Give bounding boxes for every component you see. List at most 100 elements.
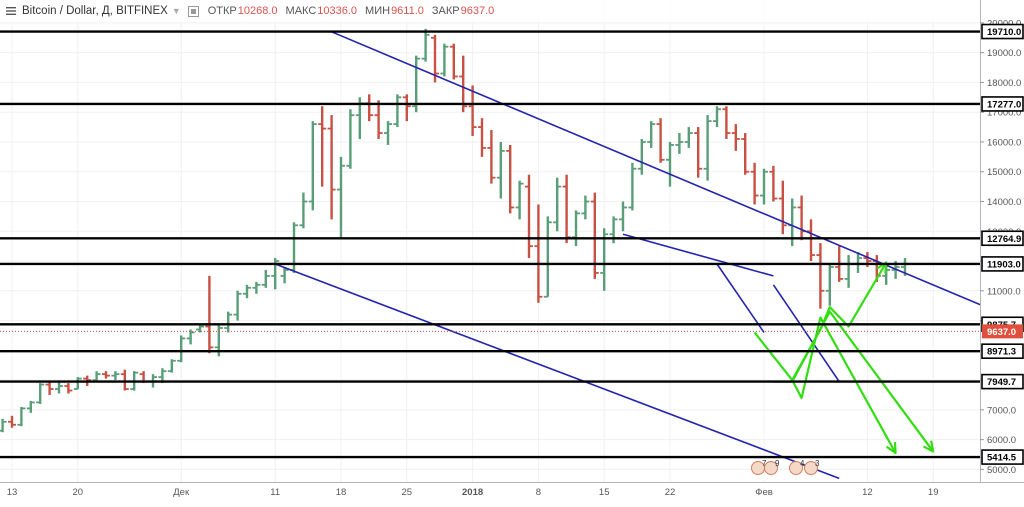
x-tick-label: 13 [7, 487, 18, 498]
ohlc-bar [280, 266, 289, 284]
ohlc-bar [525, 174, 533, 259]
ohlc-bar [741, 133, 750, 175]
ohlc-bar [666, 141, 674, 187]
level-label-box [981, 256, 1024, 272]
x-tick-label: Дек [173, 487, 190, 498]
event-marker[interactable]: 4 [789, 459, 806, 475]
close-value: 9637.0 [460, 5, 495, 17]
x-tick-label: 19 [928, 487, 939, 498]
level-label: 11903.0 [987, 259, 1021, 270]
ohlc-bar [750, 162, 759, 205]
ohlc-bar [543, 216, 552, 298]
high-label: МАКС [285, 5, 317, 17]
y-tick-label: 18000.0 [987, 78, 1021, 89]
ohlc-bar [64, 383, 73, 394]
ohlc-bar [73, 377, 82, 390]
event-marker[interactable]: 3 [804, 459, 821, 475]
ohlc-bar [111, 371, 120, 381]
ohlc-bar [402, 94, 411, 122]
chart-header: Bitcoin / Dollar, Д, BITFINEX ▼ ОТКР 102… [0, 0, 980, 22]
x-tick-label: 25 [402, 487, 413, 498]
ohlc-bar [684, 127, 693, 148]
ohlc-bar [186, 329, 195, 345]
price-axis[interactable] [980, 0, 1024, 502]
low-label: МИН [365, 5, 391, 17]
channel-lines [274, 31, 990, 480]
ohlc-bar [346, 109, 355, 169]
symbol-title[interactable]: Bitcoin / Dollar, Д, BITFINEX [22, 5, 168, 17]
ohlc-bar [703, 115, 712, 181]
last-price-label-box [982, 324, 1023, 339]
level-label-box [981, 373, 1024, 390]
projection-arrowhead [876, 261, 888, 274]
ohlc-bar [8, 415, 16, 428]
event-count: 4 [800, 459, 805, 468]
ohlc-bar [205, 275, 214, 354]
ohlc-bar [318, 106, 327, 187]
ohlc-bar [243, 284, 251, 299]
ohlc-bar [647, 121, 656, 148]
grid [0, 0, 980, 482]
ohlc-bar [496, 141, 505, 199]
event-marker[interactable]: 9 [764, 459, 781, 475]
ohlc-bar [167, 359, 176, 373]
channel-line [622, 233, 774, 277]
level-label-box [981, 96, 1024, 112]
settings-icon[interactable] [187, 5, 200, 18]
y-tick-label: 14000.0 [987, 197, 1021, 208]
menu-icon[interactable] [4, 4, 18, 18]
level-label: 7949.7 [987, 377, 1016, 388]
x-tick-label: Фев [755, 487, 773, 498]
ohlc-bar [694, 127, 703, 178]
ohlc-bar [487, 130, 496, 184]
ohlc-bar [581, 195, 590, 220]
ohlc-bar [731, 124, 740, 151]
ohlc-bar [17, 406, 26, 427]
ohlc-bar [656, 118, 665, 163]
event-count: 9 [775, 459, 780, 468]
event-count: 3 [815, 459, 820, 468]
level-label: 5414.5 [987, 453, 1017, 464]
ohlc-bar [628, 162, 637, 211]
channel-line [274, 263, 840, 480]
level-label-box [981, 23, 1024, 40]
x-tick-label: 8 [536, 487, 541, 498]
ohlc-bar [0, 418, 7, 433]
x-tick-label: 15 [599, 487, 610, 498]
ohlc-bar [261, 269, 270, 288]
y-tick-label: 15000.0 [987, 167, 1021, 178]
level-label: 19710.0 [987, 27, 1021, 38]
ohlc-bar [327, 115, 336, 220]
ohlc-bar [713, 106, 721, 128]
ohlc-bar [26, 400, 35, 413]
ohlc-bar [675, 133, 684, 154]
time-axis[interactable] [0, 482, 1024, 502]
y-tick-label: 7000.0 [987, 405, 1016, 416]
ohlc-bar [619, 201, 627, 232]
x-tick-label: 12 [862, 487, 873, 498]
y-tick-label: 11000.0 [987, 286, 1021, 297]
ohlc-bar [384, 121, 392, 145]
ohlc-bar [299, 192, 308, 229]
open-value: 10268.0 [237, 5, 278, 17]
high-value: 10336.0 [317, 5, 358, 17]
ohlc-bar [816, 243, 825, 309]
chevron-down-icon[interactable]: ▼ [171, 6, 181, 16]
plot-background [0, 0, 980, 482]
ohlc-bar [825, 264, 834, 306]
y-tick-label: 5000.0 [987, 465, 1016, 476]
channel-line [716, 263, 765, 333]
ohlc-bars [0, 28, 909, 433]
ohlc-bar [308, 121, 317, 211]
ohlc-bar [515, 180, 524, 220]
close-label: ЗАКР [431, 5, 460, 17]
channel-line [331, 31, 990, 310]
event-flag-icon [804, 461, 818, 475]
x-tick-label: 18 [336, 487, 347, 498]
ohlc-bar [102, 371, 110, 379]
ohlc-bar [55, 381, 63, 394]
horizontal-levels [0, 30, 980, 459]
